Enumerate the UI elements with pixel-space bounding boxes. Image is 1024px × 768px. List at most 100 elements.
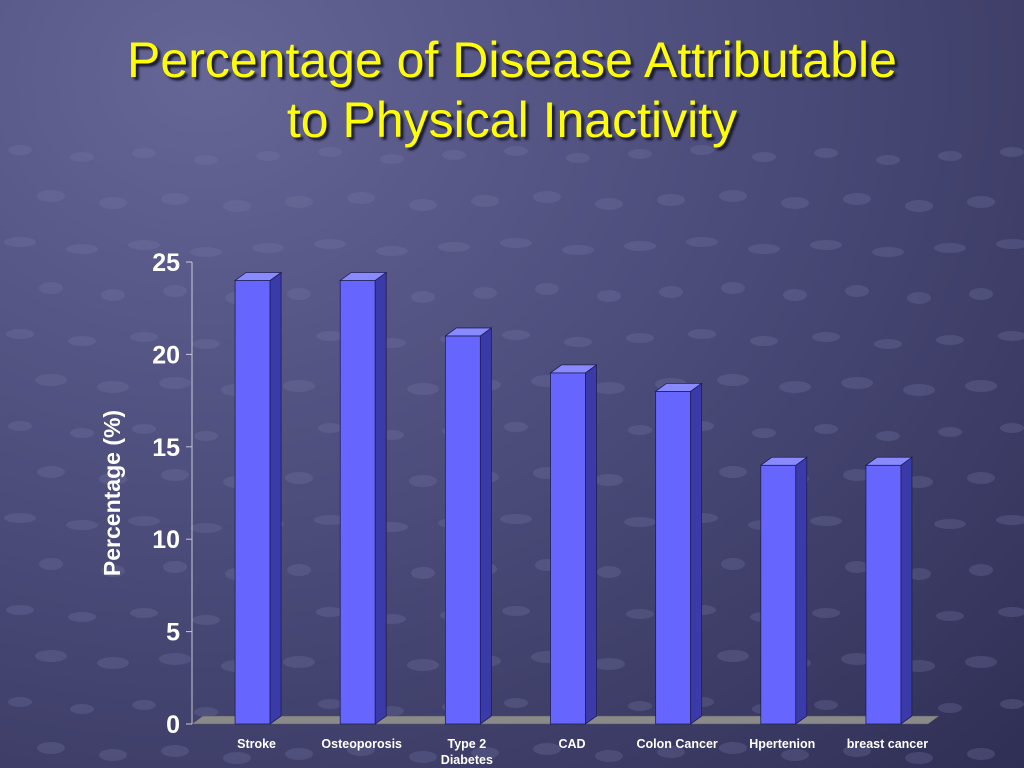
background-dot (717, 374, 749, 386)
background-dot (938, 703, 962, 713)
background-dot (66, 244, 98, 254)
bar-side (900, 456, 913, 725)
background-dot (595, 198, 623, 210)
slide-title: Percentage of Disease Attributable to Ph… (0, 30, 1024, 150)
background-dot (316, 607, 344, 617)
bar-front (865, 464, 902, 725)
x-tick-label-line: Hpertenion (749, 737, 815, 751)
background-dot (70, 704, 94, 714)
background-dot (748, 244, 780, 254)
background-dot (192, 339, 220, 349)
background-dot (533, 743, 561, 755)
background-dot (690, 145, 714, 155)
background-dot (626, 333, 654, 343)
background-dot (595, 750, 623, 762)
y-tick-label: 10 (152, 526, 180, 554)
background-dot (66, 520, 98, 530)
background-dot (686, 237, 718, 247)
background-dot (624, 241, 656, 251)
bar (233, 271, 283, 725)
bar-top (654, 382, 703, 392)
background-dot (35, 650, 67, 662)
background-dot (283, 656, 315, 668)
background-dot (39, 558, 63, 570)
bar-side (690, 382, 703, 725)
background-dot (564, 337, 592, 347)
background-dot (194, 431, 218, 441)
background-dot (471, 195, 499, 207)
background-dot (411, 291, 435, 303)
background-dot (285, 196, 313, 208)
background-dot (874, 339, 902, 349)
background-dot (905, 200, 933, 212)
background-dot (628, 701, 652, 711)
background-dot (70, 152, 94, 162)
background-dot (597, 566, 621, 578)
background-dot (502, 606, 530, 616)
background-dot (688, 329, 716, 339)
background-dot (936, 335, 964, 345)
background-dot (287, 564, 311, 576)
background-dot (779, 381, 811, 393)
background-dot (657, 746, 685, 758)
background-dot (190, 247, 222, 257)
x-tick-label: Type 2 Diabetes (441, 737, 493, 767)
bar-side (269, 271, 282, 725)
background-dot (965, 380, 997, 392)
background-dot (37, 466, 65, 478)
bar (338, 271, 388, 725)
background-dot (161, 193, 189, 205)
background-dot (781, 749, 809, 761)
y-tick-label: 25 (152, 249, 180, 277)
background-dot (1000, 699, 1024, 709)
background-dot (190, 523, 222, 533)
background-dot (6, 329, 34, 339)
background-dot (409, 751, 437, 763)
background-dot (938, 427, 962, 437)
background-dot (380, 154, 404, 164)
bar-front (339, 280, 376, 725)
background-dot (562, 245, 594, 255)
background-dot (285, 472, 313, 484)
background-dot (99, 473, 127, 485)
background-dot (841, 377, 873, 389)
x-tick-label: Osteoporosis (321, 737, 402, 751)
background-dot (347, 744, 375, 756)
background-dot (376, 246, 408, 256)
x-tick-label-line: CAD (558, 737, 585, 751)
background-dot (876, 431, 900, 441)
x-tick-label-line: Diabetes (441, 753, 493, 767)
background-dot (781, 197, 809, 209)
background-dot (163, 561, 187, 573)
background-dot (628, 149, 652, 159)
background-dot (752, 152, 776, 162)
background-dot (223, 200, 251, 212)
background-dot (843, 193, 871, 205)
bar-top (444, 327, 493, 337)
background-dot (316, 331, 344, 341)
bar-top (549, 364, 598, 374)
bar (549, 364, 598, 725)
bars (233, 271, 914, 725)
background-dot (1000, 147, 1024, 157)
background-dot (252, 243, 284, 253)
bar-top (338, 272, 388, 281)
background-dot (750, 336, 778, 346)
background-dot (502, 330, 530, 340)
bar (864, 456, 914, 725)
background-dot (442, 150, 466, 160)
background-dot (411, 567, 435, 579)
background-dot (407, 383, 439, 395)
y-axis: 0 5 10 15 20 25 (152, 249, 193, 739)
background-dot (99, 749, 127, 761)
background-dot (159, 377, 191, 389)
background-dot (597, 290, 621, 302)
background-dot (843, 469, 871, 481)
background-dot (99, 197, 127, 209)
background-dot (68, 336, 96, 346)
background-dot (659, 286, 683, 298)
background-dot (132, 148, 156, 158)
background-dot (409, 475, 437, 487)
background-dot (4, 513, 36, 523)
background-dot (132, 700, 156, 710)
